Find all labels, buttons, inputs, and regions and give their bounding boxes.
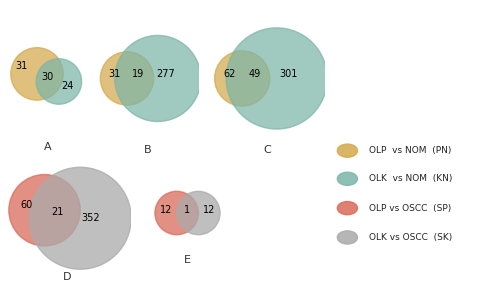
- Ellipse shape: [214, 51, 270, 106]
- Text: OLK vs OSCC  (SK): OLK vs OSCC (SK): [369, 233, 452, 242]
- Ellipse shape: [114, 36, 201, 122]
- Text: OLP  vs NOM  (PN): OLP vs NOM (PN): [369, 146, 452, 155]
- Text: 301: 301: [279, 69, 297, 79]
- Text: 62: 62: [224, 69, 235, 79]
- Ellipse shape: [100, 52, 154, 105]
- Text: 31: 31: [15, 61, 28, 71]
- Text: 352: 352: [81, 213, 100, 223]
- Text: OLP vs OSCC  (SP): OLP vs OSCC (SP): [369, 204, 452, 213]
- Ellipse shape: [155, 191, 198, 235]
- Ellipse shape: [338, 202, 357, 215]
- Ellipse shape: [226, 28, 328, 129]
- Text: 30: 30: [42, 72, 54, 82]
- Ellipse shape: [338, 144, 357, 157]
- Text: B: B: [144, 145, 152, 155]
- Text: 12: 12: [160, 205, 172, 215]
- Ellipse shape: [9, 175, 81, 246]
- Ellipse shape: [11, 48, 63, 100]
- Text: 49: 49: [248, 69, 261, 79]
- Text: 19: 19: [132, 69, 144, 79]
- Text: E: E: [184, 255, 191, 265]
- Text: A: A: [44, 141, 52, 152]
- Ellipse shape: [29, 167, 131, 269]
- Text: 24: 24: [62, 81, 74, 91]
- Text: 277: 277: [156, 69, 176, 79]
- Text: 12: 12: [203, 205, 215, 215]
- Ellipse shape: [338, 172, 357, 185]
- Text: 1: 1: [184, 205, 190, 215]
- Text: 21: 21: [51, 207, 64, 217]
- Text: D: D: [63, 272, 72, 282]
- Ellipse shape: [176, 191, 220, 235]
- Text: C: C: [264, 145, 272, 155]
- Ellipse shape: [338, 231, 357, 244]
- Text: OLK  vs NOM  (KN): OLK vs NOM (KN): [369, 174, 452, 183]
- Text: 31: 31: [108, 69, 121, 79]
- Text: 60: 60: [20, 200, 33, 210]
- Ellipse shape: [36, 59, 82, 104]
